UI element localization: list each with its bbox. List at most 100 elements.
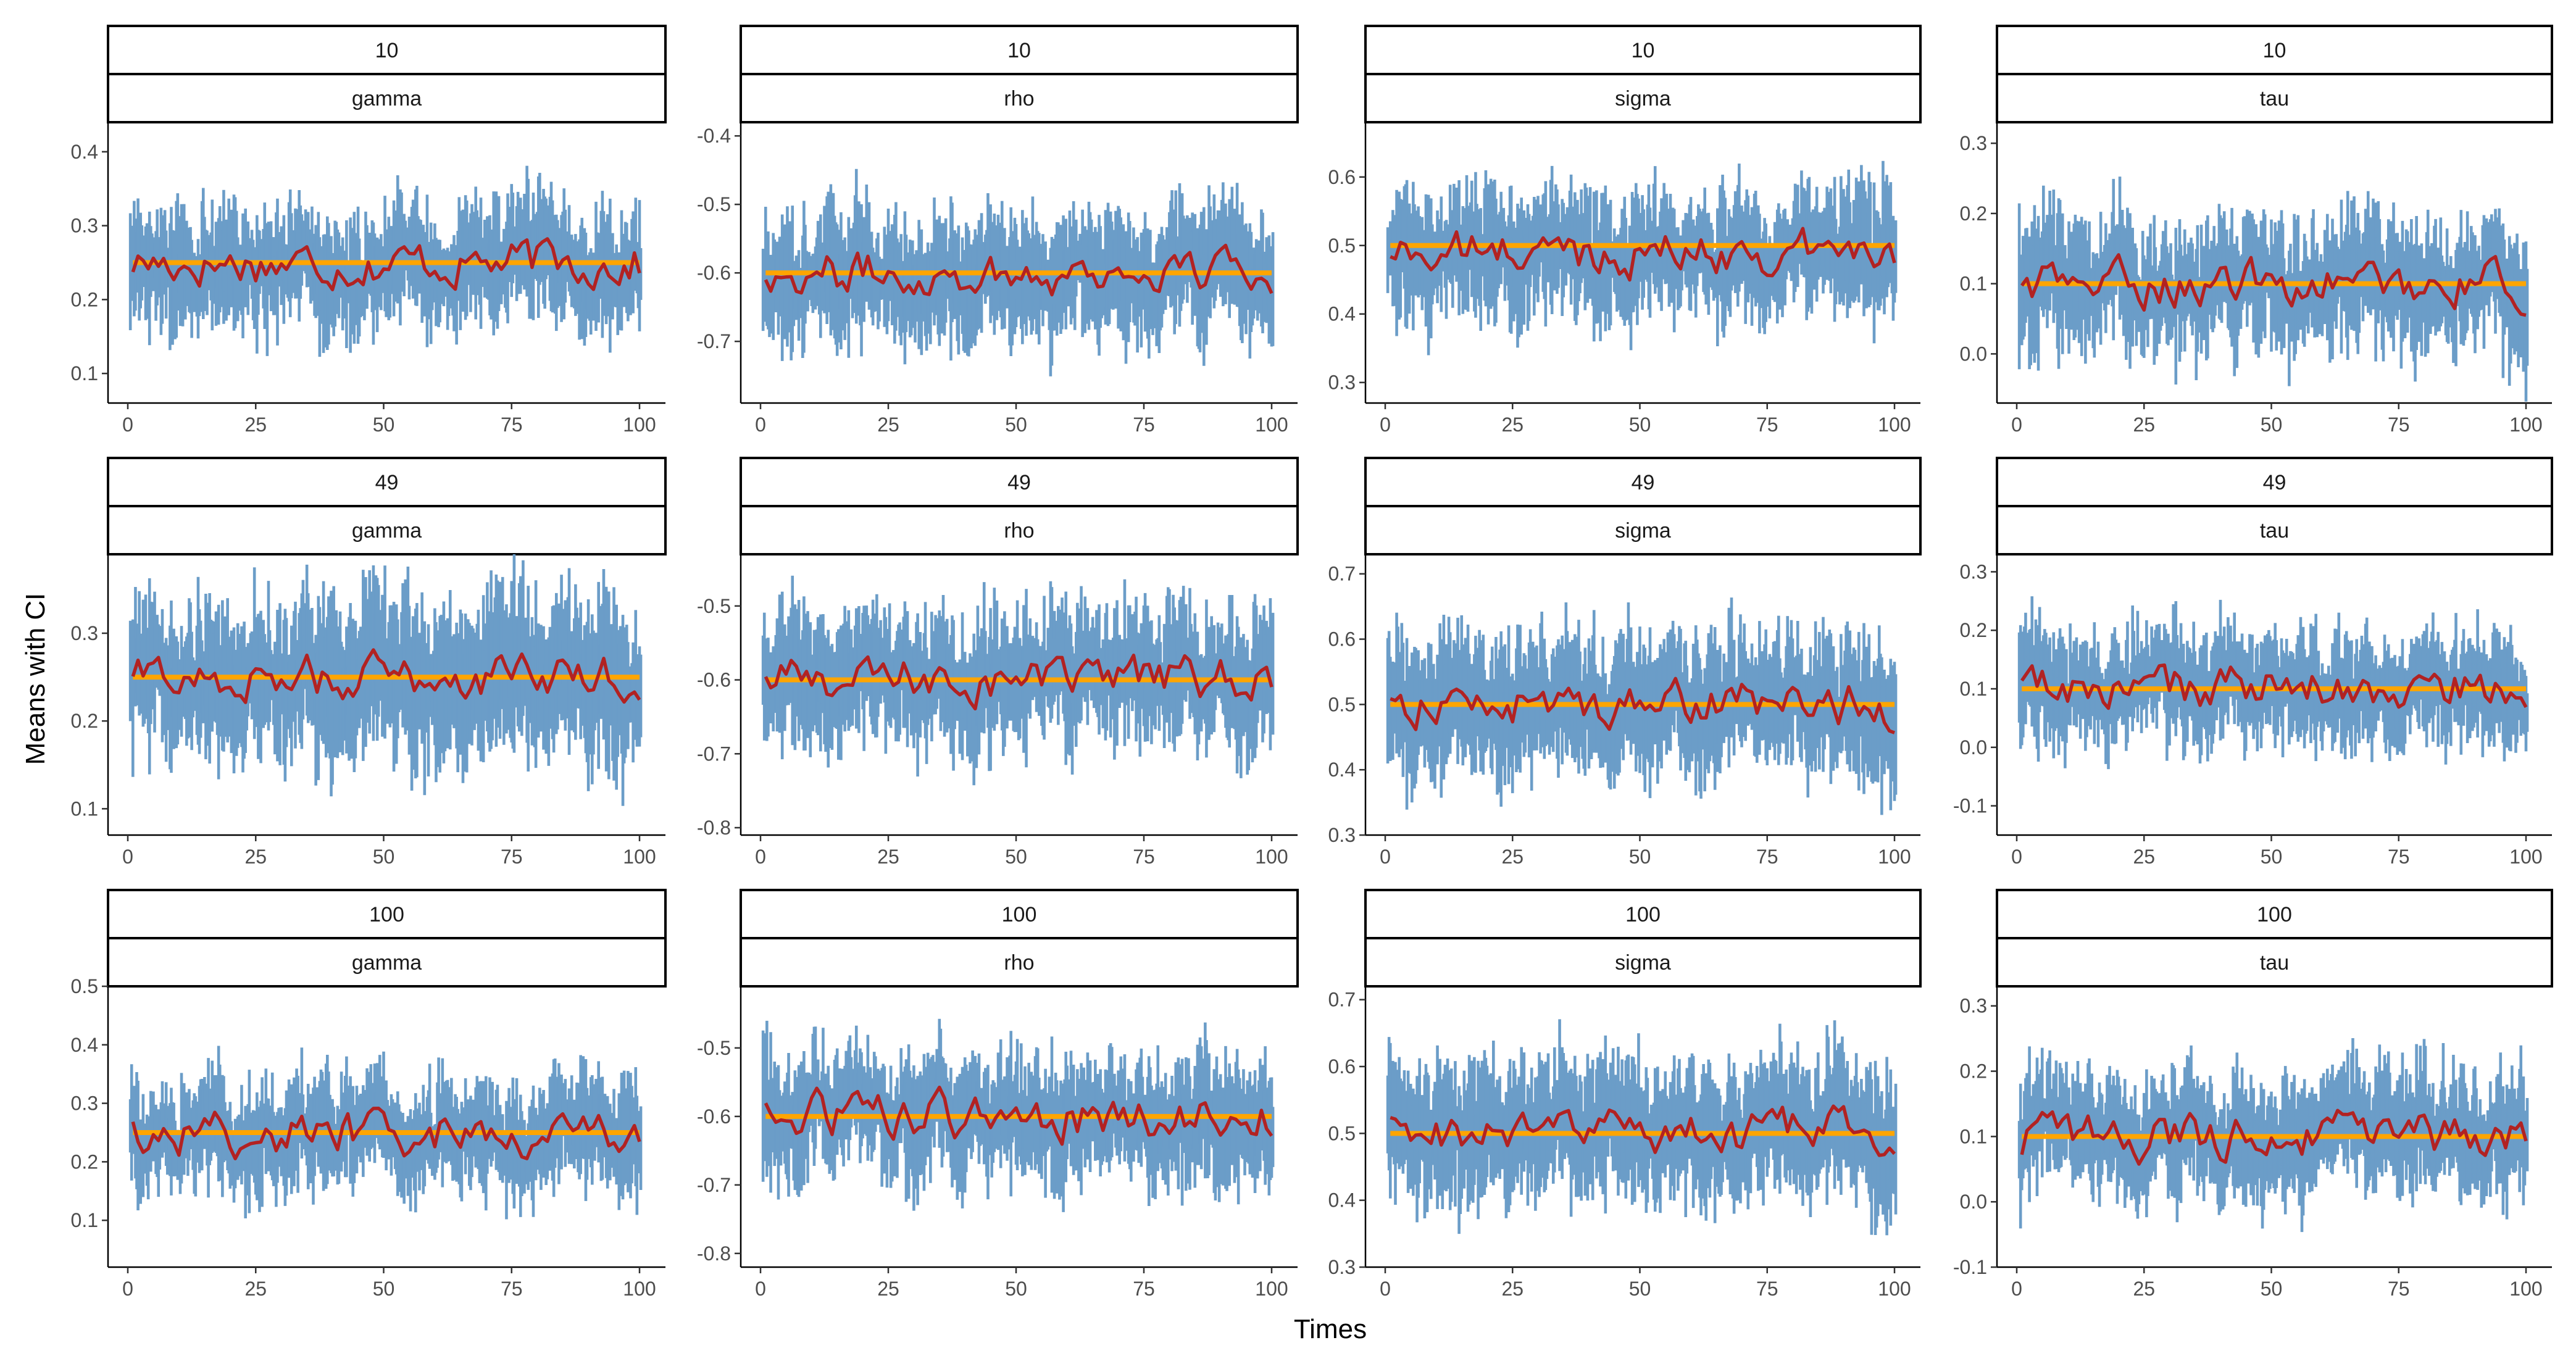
x-tick-label: 100 xyxy=(623,414,656,436)
facet-panel-49-gamma: 49 gamma 0.1 0.2 0.3 0 25 50 75 100 xyxy=(71,457,667,868)
y-tick-label: 0.2 xyxy=(71,1150,98,1173)
strip-label-row: 100 xyxy=(1002,903,1037,926)
strip-bottom xyxy=(740,505,1299,555)
strip-label-param: gamma xyxy=(352,519,422,543)
y-tick-label: 0.4 xyxy=(71,1034,98,1056)
facet-panel-100-tau: 100 tau -0.1 0.0 0.1 0.2 0.3 0 25 50 75 100 xyxy=(1953,889,2553,1300)
strip-bottom xyxy=(107,937,667,988)
y-tick-label: 0.0 xyxy=(1960,1191,1987,1213)
x-tick-label: 25 xyxy=(2133,414,2155,436)
ci-band xyxy=(128,554,643,806)
x-tick-label: 75 xyxy=(501,1278,523,1300)
x-tick-label: 75 xyxy=(2388,414,2410,436)
facet-panel-10-rho: 10 rho -0.7 -0.6 -0.5 -0.4 0 25 50 75 100 xyxy=(697,25,1299,436)
x-tick-label: 75 xyxy=(1756,414,1778,436)
y-tick-label: 0.5 xyxy=(1328,693,1356,715)
y-tick-label: -0.7 xyxy=(697,742,731,765)
x-tick-label: 50 xyxy=(1005,846,1027,868)
y-tick-label: 0.4 xyxy=(1328,1189,1356,1212)
x-tick-label: 0 xyxy=(1380,1278,1391,1300)
strip-label-row: 100 xyxy=(2257,903,2292,926)
strip-top xyxy=(740,889,1299,939)
y-tick-label: 0.1 xyxy=(1960,678,1987,700)
strip-label-row: 100 xyxy=(1625,903,1661,926)
x-tick-label: 75 xyxy=(2388,1278,2410,1300)
facet-panel-49-sigma: 49 sigma 0.3 0.4 0.5 0.6 0.7 0 25 50 75 100 xyxy=(1328,457,1922,868)
ci-band xyxy=(1386,1019,1898,1236)
x-tick-label: 75 xyxy=(501,414,523,436)
strip-label-row: 10 xyxy=(1007,39,1031,62)
facet-panel-10-gamma: 10 gamma 0.1 0.2 0.3 0.4 0 25 50 75 100 xyxy=(71,25,667,436)
facet-panel-49-rho: 49 rho -0.8 -0.7 -0.6 -0.5 0 25 50 75 100 xyxy=(697,457,1299,868)
strip-top xyxy=(740,457,1299,507)
x-tick-label: 50 xyxy=(2261,1278,2283,1300)
y-tick-label: 0.0 xyxy=(1960,343,1987,365)
y-tick-label: 0.4 xyxy=(71,141,98,163)
ci-band xyxy=(128,165,643,357)
strip-bottom xyxy=(1996,73,2553,123)
mean-line xyxy=(1390,1104,1896,1157)
y-tick-label: 0.2 xyxy=(1960,202,1987,225)
x-tick-label: 0 xyxy=(755,414,766,436)
y-tick-label: 0.1 xyxy=(71,797,98,820)
strip-top xyxy=(1996,889,2553,939)
strip-bottom xyxy=(1364,505,1922,555)
x-tick-label: 50 xyxy=(1005,1278,1027,1300)
strip-label-row: 10 xyxy=(375,39,399,62)
facet-panel-49-tau: 49 tau -0.1 0.0 0.1 0.2 0.3 0 25 50 75 100 xyxy=(1953,457,2553,868)
y-tick-label: 0.4 xyxy=(1328,303,1356,325)
x-tick-label: 25 xyxy=(2133,846,2155,868)
x-tick-label: 75 xyxy=(1133,414,1155,436)
x-tick-label: 0 xyxy=(122,1278,133,1300)
y-tick-label: 0.3 xyxy=(1960,132,1987,154)
strip-label-param: sigma xyxy=(1615,951,1671,975)
strip-top xyxy=(107,889,667,939)
x-tick-label: 100 xyxy=(1255,846,1288,868)
mean-line xyxy=(131,237,641,291)
x-tick-label: 50 xyxy=(1629,846,1651,868)
x-tick-label: 0 xyxy=(122,414,133,436)
strip-bottom xyxy=(1364,937,1922,988)
strip-bottom xyxy=(107,505,667,555)
x-tick-label: 0 xyxy=(755,1278,766,1300)
y-tick-label: 0.3 xyxy=(71,1092,98,1115)
y-tick-label: 0.3 xyxy=(71,622,98,644)
strip-bottom xyxy=(1364,73,1922,123)
y-tick-label: -0.8 xyxy=(697,1242,731,1265)
y-tick-label: 0.5 xyxy=(71,975,98,997)
x-tick-label: 25 xyxy=(877,1278,899,1300)
strip-label-param: tau xyxy=(2260,951,2289,975)
y-tick-label: 0.3 xyxy=(1960,995,1987,1017)
x-tick-label: 75 xyxy=(501,846,523,868)
x-tick-label: 25 xyxy=(1501,846,1524,868)
facet-panel-10-tau: 10 tau 0.0 0.1 0.2 0.3 0 25 50 75 100 xyxy=(1960,25,2553,436)
x-tick-label: 100 xyxy=(1255,414,1288,436)
strip-label-param: gamma xyxy=(352,951,422,975)
mean-line xyxy=(2020,663,2528,710)
y-tick-label: 0.5 xyxy=(1328,235,1356,257)
strip-top xyxy=(740,25,1299,75)
y-tick-label: -0.7 xyxy=(697,330,731,352)
strip-label-row: 49 xyxy=(1632,471,1655,494)
x-tick-label: 25 xyxy=(1501,414,1524,436)
x-tick-label: 100 xyxy=(1878,1278,1911,1300)
y-tick-label: -0.7 xyxy=(697,1174,731,1196)
x-tick-label: 75 xyxy=(1133,1278,1155,1300)
x-tick-label: 75 xyxy=(2388,846,2410,868)
strip-top xyxy=(1364,25,1922,75)
ci-band xyxy=(1386,160,1898,356)
ci-band xyxy=(761,168,1275,376)
x-tick-label: 0 xyxy=(2011,846,2022,868)
mean-line xyxy=(131,648,641,704)
y-tick-label: -0.1 xyxy=(1953,795,1987,817)
x-tick-label: 25 xyxy=(244,1278,267,1300)
strip-label-param: rho xyxy=(1004,87,1034,110)
x-tick-label: 50 xyxy=(1629,1278,1651,1300)
x-tick-label: 25 xyxy=(877,846,899,868)
y-tick-label: 0.6 xyxy=(1328,166,1356,188)
y-tick-label: 0.1 xyxy=(1960,1125,1987,1147)
strip-label-row: 10 xyxy=(2263,39,2286,62)
strip-label-param: sigma xyxy=(1615,519,1671,543)
ci-band xyxy=(2017,177,2529,402)
